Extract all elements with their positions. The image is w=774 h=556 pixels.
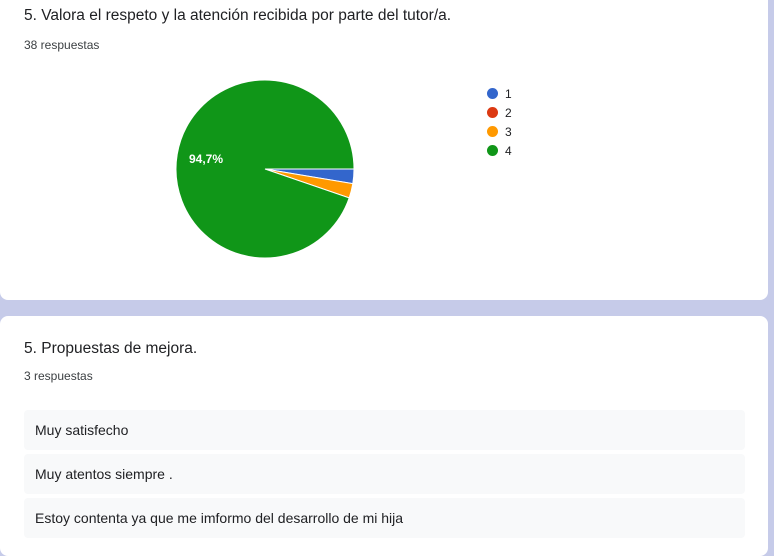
question-title: 5. Valora el respeto y la atención recib… bbox=[24, 7, 452, 24]
question-card-respeto: 5. Valora el respeto y la atención recib… bbox=[0, 0, 768, 300]
response-count: 3 respuestas bbox=[24, 369, 93, 383]
answer-item: Muy satisfecho bbox=[24, 410, 745, 450]
legend-label: 4 bbox=[505, 143, 512, 158]
legend-swatch bbox=[487, 107, 498, 118]
legend-label: 3 bbox=[505, 124, 512, 139]
answer-item: Estoy contenta ya que me imformo del des… bbox=[24, 498, 745, 538]
legend-item-2[interactable]: 2 bbox=[487, 103, 512, 122]
pie-chart[interactable]: 94,7% bbox=[170, 77, 360, 267]
legend-label: 1 bbox=[505, 86, 512, 101]
legend-item-3[interactable]: 3 bbox=[487, 122, 512, 141]
response-count: 38 respuestas bbox=[24, 38, 100, 52]
pie-slice-4[interactable] bbox=[175, 79, 355, 259]
slice-label: 94,7% bbox=[189, 152, 223, 166]
legend-item-1[interactable]: 1 bbox=[487, 84, 512, 103]
legend-swatch bbox=[487, 126, 498, 137]
legend-item-4[interactable]: 4 bbox=[487, 141, 512, 160]
answer-item: Muy atentos siempre . bbox=[24, 454, 745, 494]
legend-swatch bbox=[487, 88, 498, 99]
answer-list: Muy satisfecho Muy atentos siempre . Est… bbox=[24, 410, 745, 542]
question-card-propuestas: 5. Propuestas de mejora. 3 respuestas Mu… bbox=[0, 316, 768, 556]
chart-legend: 1 2 3 4 bbox=[487, 84, 512, 160]
question-title: 5. Propuestas de mejora. bbox=[24, 340, 198, 357]
legend-label: 2 bbox=[505, 105, 512, 120]
legend-swatch bbox=[487, 145, 498, 156]
